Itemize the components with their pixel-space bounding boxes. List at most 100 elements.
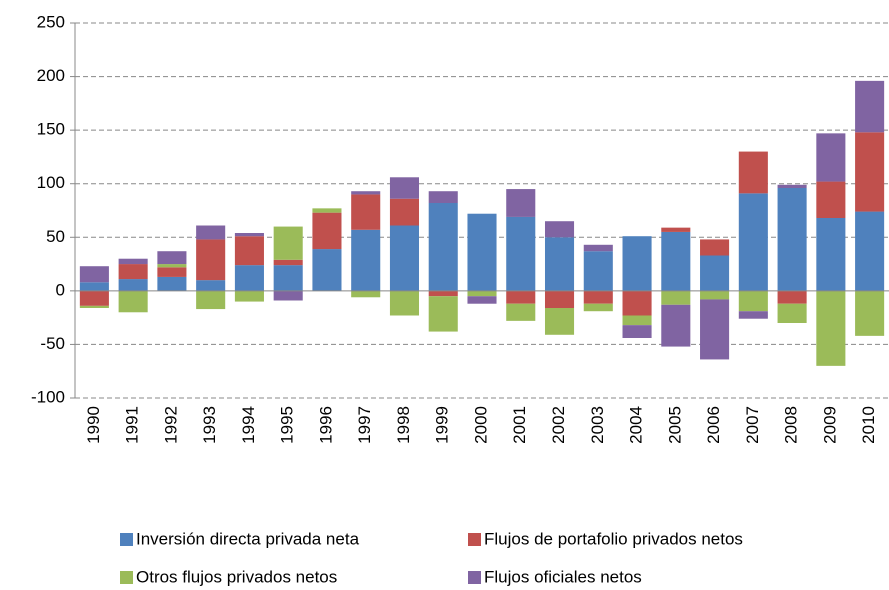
y-tick-label: 100 [37, 173, 65, 192]
bar-segment [738, 290, 768, 312]
bar-segment [79, 282, 109, 291]
bar-segment [312, 208, 342, 213]
bar-segment [816, 218, 846, 291]
bar-segment [855, 132, 885, 212]
bar-segment [79, 290, 109, 306]
y-tick-label: 200 [37, 66, 65, 85]
legend-label: Inversión directa privada neta [136, 529, 360, 548]
bar-segment [428, 191, 458, 203]
bar-segment [816, 133, 846, 182]
bar-segment [700, 239, 730, 256]
legend-swatch [120, 533, 133, 546]
bar-segment [700, 299, 730, 360]
bar-segment [428, 203, 458, 291]
bar-segment [544, 237, 575, 291]
y-tick-label: 50 [46, 227, 65, 246]
x-tick-label: 1991 [123, 406, 142, 444]
bar-segment [583, 290, 613, 304]
bar-segment [661, 227, 691, 232]
x-tick-label: 2001 [510, 406, 529, 444]
legend-label: Flujos de portafolio privados netos [484, 529, 743, 548]
x-tick-label: 1998 [394, 406, 413, 444]
x-tick-label: 2007 [743, 406, 762, 444]
bar-segment [79, 305, 109, 308]
bar-segment [506, 216, 536, 291]
x-tick-label: 2003 [588, 406, 607, 444]
bar-segment [661, 231, 691, 291]
bar-segment [79, 266, 109, 283]
x-tick-label: 1993 [200, 406, 219, 444]
bar-segment [157, 264, 187, 268]
legend-label: Flujos oficiales netos [484, 567, 642, 586]
bar-segment [661, 290, 691, 305]
bar-segment [738, 193, 768, 291]
bar-segment [118, 258, 148, 265]
bar-segment [196, 225, 226, 240]
bar-segment [816, 181, 846, 218]
bar-segment [351, 191, 381, 195]
bar-segment [273, 290, 303, 301]
bar-segment [467, 296, 497, 304]
bar-segment [544, 290, 575, 308]
x-tick-label: 2004 [627, 406, 646, 444]
x-tick-label: 1990 [84, 406, 103, 444]
bar-segment [777, 290, 807, 304]
bar-segment [118, 279, 148, 291]
y-tick-label: 0 [56, 280, 65, 299]
bar-segment [234, 290, 264, 302]
bar-segment [855, 290, 885, 336]
bar-segment [389, 177, 420, 199]
x-tick-label: 1992 [161, 406, 180, 444]
x-tick-label: 2002 [549, 406, 568, 444]
y-tick-label: -100 [31, 387, 65, 406]
bar-segment [583, 303, 613, 312]
legend-swatch [468, 571, 481, 584]
x-tick-label: 2008 [782, 406, 801, 444]
bar-segment [273, 259, 303, 266]
bar-segment [351, 229, 381, 291]
bar-segment [467, 290, 497, 297]
bar-segment [467, 213, 497, 291]
x-tick-label: 2009 [820, 406, 839, 444]
x-tick-label: 1995 [278, 406, 297, 444]
bar-segment [157, 276, 187, 291]
bar-segment [196, 239, 226, 281]
bar-segment [234, 236, 264, 266]
bar-segment [196, 290, 226, 310]
bar-segment [661, 304, 691, 347]
y-tick-label: -50 [40, 334, 65, 353]
bar-segment [738, 151, 768, 194]
bar-segment [583, 244, 613, 252]
bar-segment [506, 303, 536, 321]
bar-segment [506, 290, 536, 304]
bar-segment [700, 290, 730, 300]
bar-segment [157, 251, 187, 265]
bar-segment [389, 290, 420, 316]
bar-segment [234, 233, 264, 237]
x-tick-label: 2000 [471, 406, 490, 444]
bar-segment [312, 212, 342, 250]
bar-segment [777, 184, 807, 188]
bar-segment [234, 265, 264, 291]
x-tick-label: 2010 [859, 406, 878, 444]
bar-segment [738, 311, 768, 319]
bar-segment [622, 315, 652, 326]
bar-segment [816, 290, 846, 366]
bar-segment [351, 194, 381, 230]
bar-segment [273, 265, 303, 291]
y-tick-label: 150 [37, 120, 65, 139]
x-tick-label: 1999 [433, 406, 452, 444]
x-tick-label: 2005 [665, 406, 684, 444]
x-tick-label: 1997 [355, 406, 374, 444]
bar-segment [196, 280, 226, 291]
bar-segment [118, 290, 148, 313]
bar-segment [622, 236, 652, 291]
x-tick-label: 1994 [239, 406, 258, 444]
bar-segment [855, 211, 885, 291]
bar-segment [157, 267, 187, 277]
bar-segment [544, 308, 575, 335]
bar-segment [428, 296, 458, 332]
x-tick-label: 1996 [316, 406, 335, 444]
bar-segment [428, 290, 458, 297]
